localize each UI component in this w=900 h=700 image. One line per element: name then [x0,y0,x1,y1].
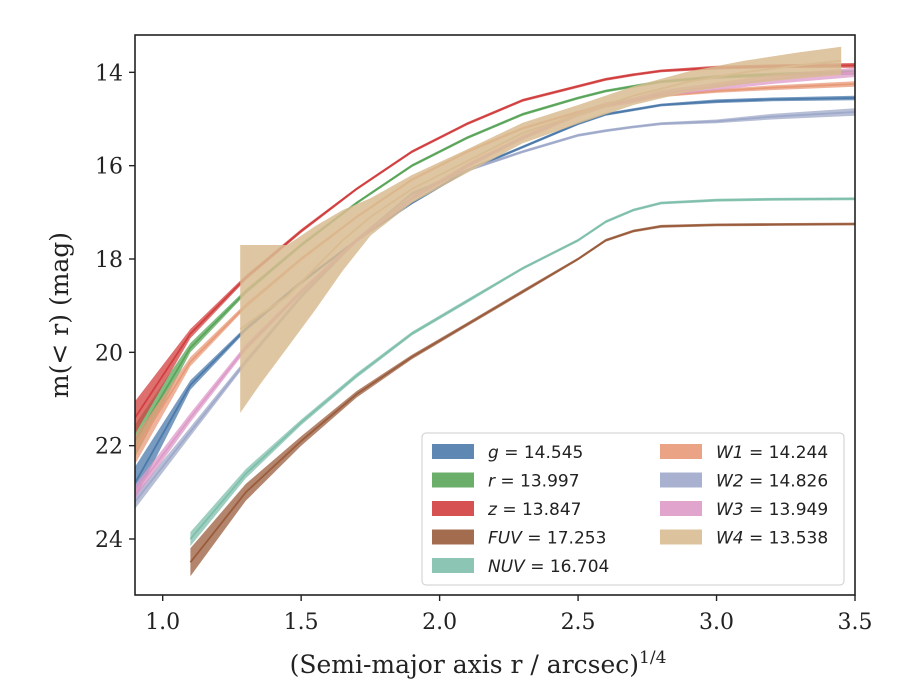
legend-label-fuv: FUV = 17.253 [488,529,606,549]
legend-swatch-r [432,472,474,488]
legend-swatch-nuv [432,558,474,573]
legend-swatch-g [432,444,474,459]
x-tick-label: 1.5 [284,610,319,635]
x-tick-label: 1.0 [145,610,180,635]
legend-swatch-w1 [660,444,702,459]
y-axis-title: m(< r) (mag) [45,232,74,398]
legend-label-w2: W2 = 14.826 [716,472,828,492]
x-tick-label: 3.5 [838,610,873,635]
series-layer [135,46,855,577]
series-line-nuv [189,197,855,540]
legend-label-w4: W4 = 13.538 [716,529,828,549]
x-axis-title: (Semi-major axis r / arcsec)1/4 [290,648,667,679]
x-axis-title-main: (Semi-major axis r / arcsec) [290,650,639,679]
legend-label-z: z = 13.847 [487,500,581,520]
x-tick-label: 2.5 [561,610,596,635]
legend-label-w1: W1 = 14.244 [716,443,828,463]
legend-swatch-w4 [660,529,702,545]
axis-ticks: 1.0 1.5 2.0 2.5 3.0 3.5 14 16 18 20 22 24 [95,61,873,635]
y-tick-label: 24 [95,528,123,553]
y-tick-label: 22 [95,435,123,460]
legend: g = 14.545 r = 13.997 z = 13.847 FUV = 17.2… [421,432,845,586]
y-tick-label: 16 [95,155,123,180]
plot-frame [134,34,856,596]
legend-swatch-fuv [432,529,474,545]
legend-swatch-z [432,501,474,516]
y-tick-label: 14 [95,61,123,86]
legend-label-r: r = 13.997 [488,472,580,492]
series-line-fuv [189,223,855,563]
legend-label-nuv: NUV = 16.704 [488,557,609,577]
y-tick-label: 18 [95,248,123,273]
x-tick-label: 2.0 [422,610,457,635]
series-band-nuv [190,197,855,546]
series-band-w4 [240,46,842,413]
legend-box [421,432,845,586]
series-band-fuv [190,222,855,577]
x-axis-title-superscript: 1/4 [639,648,666,668]
series-line-w4 [239,59,842,330]
legend-swatch-w3 [660,501,702,516]
legend-swatch-w2 [660,472,702,488]
y-tick-label: 20 [95,341,123,366]
x-tick-label: 3.0 [699,610,734,635]
legend-label-w3: W3 = 13.949 [716,500,828,520]
legend-label-g: g = 14.545 [488,443,583,463]
